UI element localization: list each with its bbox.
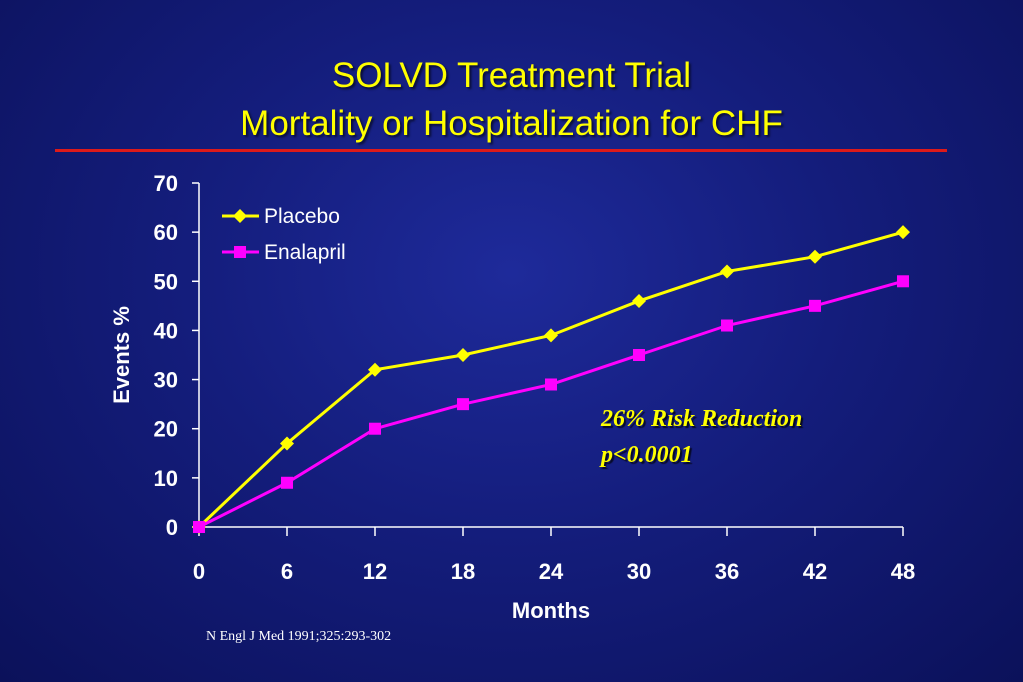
x-tick-label: 42 [803,559,827,584]
title-line-1: SOLVD Treatment Trial [331,56,692,95]
y-axis-title: Events % [109,306,134,404]
legend-enalapril-marker [234,246,246,258]
title-line-2: Mortality or Hospitalization for CHF [240,104,783,143]
p-value-text: p<0.0001 [601,442,693,468]
legend-placebo-label: Placebo [264,205,340,228]
legend-enalapril-label: Enalapril [264,241,346,264]
placebo-point [632,293,646,308]
x-tick-label: 30 [627,559,651,584]
citation: N Engl J Med 1991;325:293-302 [206,629,392,644]
risk-annotation: 26% Risk Reduction p<0.0001 [601,401,802,473]
placebo-point [544,328,558,343]
enalapril-point [897,275,909,288]
placebo-point [896,225,910,240]
legend-placebo-marker [233,209,247,223]
x-tick-label: 24 [539,559,564,584]
enalapril-point [545,378,557,391]
y-tick-label: 40 [154,318,178,343]
x-tick-label: 36 [715,559,739,584]
enalapril-point [369,422,381,435]
y-tick-label: 10 [154,466,178,491]
placebo-point [456,348,470,362]
x-tick-label: 0 [193,559,205,584]
x-tick-label: 6 [281,559,293,584]
y-tick-label: 50 [154,269,178,294]
y-tick-label: 70 [154,171,178,196]
enalapril-point [809,299,821,312]
placebo-point [368,362,382,377]
x-tick-label: 48 [891,559,915,584]
y-tick-label: 60 [154,220,178,245]
enalapril-point [457,398,469,411]
x-tick-label: 12 [363,559,387,584]
y-tick-label: 30 [154,368,178,393]
enalapril-point [281,476,293,489]
enalapril-point [633,349,645,361]
risk-reduction-text: 26% Risk Reduction [601,406,803,432]
x-axis-title: Months [512,598,590,623]
placebo-point [808,249,822,264]
enalapril-point [193,521,205,533]
x-tick-label: 18 [451,559,475,584]
placebo-point [280,436,294,451]
enalapril-point [721,319,733,332]
slide-title: SOLVD Treatment Trial Mortality or Hospi… [0,52,1023,148]
y-tick-label: 20 [154,417,178,442]
y-tick-label: 0 [166,515,178,540]
title-divider [55,149,947,152]
placebo-point [720,264,734,279]
